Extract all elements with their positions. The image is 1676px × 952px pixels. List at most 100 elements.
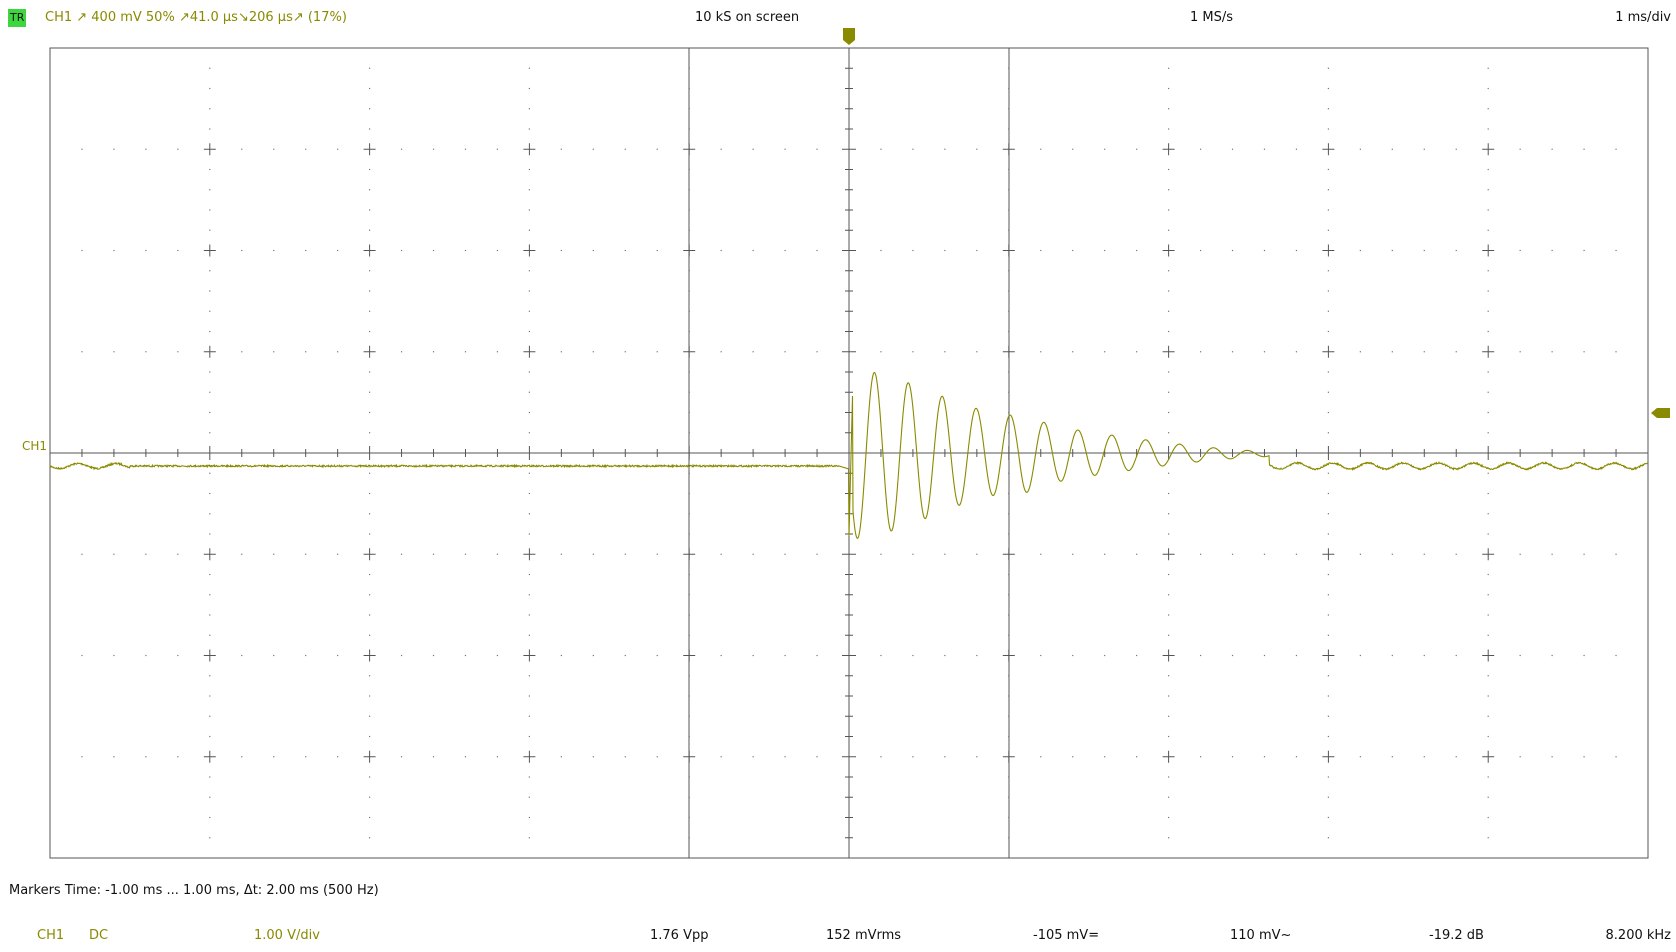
grid-dot bbox=[209, 87, 211, 90]
grid-dot bbox=[528, 573, 530, 576]
measurement-volts-per-div[interactable]: 1.00 V/div bbox=[254, 928, 320, 943]
grid-dot bbox=[1231, 148, 1234, 150]
grid-dot bbox=[1168, 229, 1170, 231]
grid-dot bbox=[880, 553, 882, 555]
grid-dot bbox=[1168, 695, 1170, 697]
grid-dot bbox=[976, 148, 978, 150]
grid-dot bbox=[1168, 735, 1170, 738]
grid-dot bbox=[1359, 553, 1361, 555]
grid-dot bbox=[528, 270, 530, 272]
grid-dot bbox=[528, 87, 530, 90]
grid-dot bbox=[1136, 148, 1138, 150]
grid-dot bbox=[1551, 553, 1553, 555]
grid-dot bbox=[1263, 148, 1266, 150]
grid-dot bbox=[912, 351, 914, 353]
trigger-position-marker-icon[interactable] bbox=[843, 28, 855, 45]
grid-dot bbox=[720, 249, 722, 252]
grid-dot bbox=[1168, 634, 1170, 636]
grid-dot bbox=[1487, 229, 1489, 231]
trigger-level-marker-icon[interactable] bbox=[1651, 408, 1670, 418]
grid-dot bbox=[1583, 553, 1585, 555]
grid-dot bbox=[1487, 310, 1489, 312]
grid-dot bbox=[944, 351, 946, 353]
grid-dot bbox=[1168, 614, 1170, 616]
grid-dot bbox=[1327, 189, 1329, 191]
grid-dot bbox=[1072, 249, 1074, 252]
grid-dot bbox=[624, 351, 626, 353]
grid-dot bbox=[1615, 553, 1617, 555]
grid-dot bbox=[400, 351, 403, 353]
grid-dot bbox=[1327, 675, 1329, 677]
grid-dot bbox=[1327, 573, 1329, 576]
grid-dot bbox=[528, 189, 530, 191]
grid-dot bbox=[880, 756, 882, 758]
grid-dot bbox=[1519, 654, 1521, 657]
grid-dot bbox=[241, 351, 243, 353]
grid-dot bbox=[369, 371, 371, 373]
grid-dot bbox=[1295, 249, 1298, 252]
grid-dot bbox=[209, 634, 211, 636]
grid-dot bbox=[912, 654, 914, 657]
grid-dot bbox=[528, 229, 530, 231]
grid-dot bbox=[624, 249, 626, 252]
grid-dot bbox=[976, 553, 978, 555]
trigger-settings-readout[interactable]: CH1 ↗ 400 mV 50% ↗41.0 μs↘206 μs↗ (17%) bbox=[45, 10, 347, 25]
grid-dot bbox=[1168, 108, 1170, 110]
grid-dot bbox=[1295, 351, 1298, 353]
grid-dot bbox=[528, 290, 530, 292]
grid-dot bbox=[113, 553, 115, 555]
grid-dot bbox=[528, 837, 530, 839]
grid-dot bbox=[880, 351, 882, 353]
ch1-offset-label[interactable]: CH1 bbox=[22, 439, 47, 453]
grid-dot bbox=[1327, 492, 1329, 495]
grid-dot bbox=[1168, 472, 1170, 474]
grid-dot bbox=[1168, 391, 1170, 393]
grid-dot bbox=[1391, 351, 1393, 353]
grid-dot bbox=[81, 553, 83, 555]
grid-dot bbox=[592, 553, 594, 555]
grid-dot bbox=[528, 128, 530, 130]
measurement-coupling[interactable]: DC bbox=[89, 928, 109, 943]
grid-dot bbox=[1487, 675, 1489, 677]
grid-dot bbox=[369, 675, 371, 677]
grid-dot bbox=[209, 816, 211, 819]
grid-dot bbox=[656, 756, 658, 758]
grid-dot bbox=[1583, 249, 1585, 252]
grid-dot bbox=[305, 249, 307, 252]
grid-dot bbox=[369, 411, 371, 414]
grid-dot bbox=[528, 432, 530, 434]
grid-dot bbox=[432, 249, 435, 252]
measurement-channel[interactable]: CH1 bbox=[37, 928, 65, 943]
grid-dot bbox=[1423, 756, 1425, 758]
grid-dot bbox=[528, 371, 530, 373]
grid-dot bbox=[1231, 756, 1234, 758]
grid-dot bbox=[209, 67, 211, 69]
grid-dot bbox=[1487, 371, 1489, 373]
grid-dot bbox=[1487, 472, 1489, 474]
grid-dot bbox=[1551, 148, 1553, 150]
grid-dot bbox=[784, 553, 786, 555]
grid-dot bbox=[1295, 148, 1298, 150]
grid-dot bbox=[1487, 432, 1489, 434]
grid-dot bbox=[432, 654, 435, 657]
grid-dot bbox=[1168, 715, 1170, 717]
measurement-vac: 110 mV~ bbox=[1230, 928, 1292, 943]
grid-dot bbox=[1327, 816, 1329, 819]
grid-dot bbox=[1199, 148, 1202, 150]
grid-dot bbox=[369, 715, 371, 717]
grid-dot bbox=[912, 249, 914, 252]
grid-dot bbox=[1327, 108, 1329, 110]
grid-dot bbox=[305, 351, 307, 353]
grid-dot bbox=[1391, 148, 1393, 150]
grid-dot bbox=[305, 654, 307, 657]
grid-dot bbox=[944, 553, 946, 555]
timebase-readout[interactable]: 1 ms/div bbox=[1615, 10, 1671, 25]
grid-dot bbox=[113, 756, 115, 758]
grid-dot bbox=[976, 351, 978, 353]
grid-dot bbox=[1487, 492, 1489, 495]
grid-dot bbox=[496, 249, 499, 252]
grid-dot bbox=[81, 249, 83, 252]
grid-dot bbox=[1519, 148, 1521, 150]
grid-dot bbox=[1104, 654, 1106, 657]
